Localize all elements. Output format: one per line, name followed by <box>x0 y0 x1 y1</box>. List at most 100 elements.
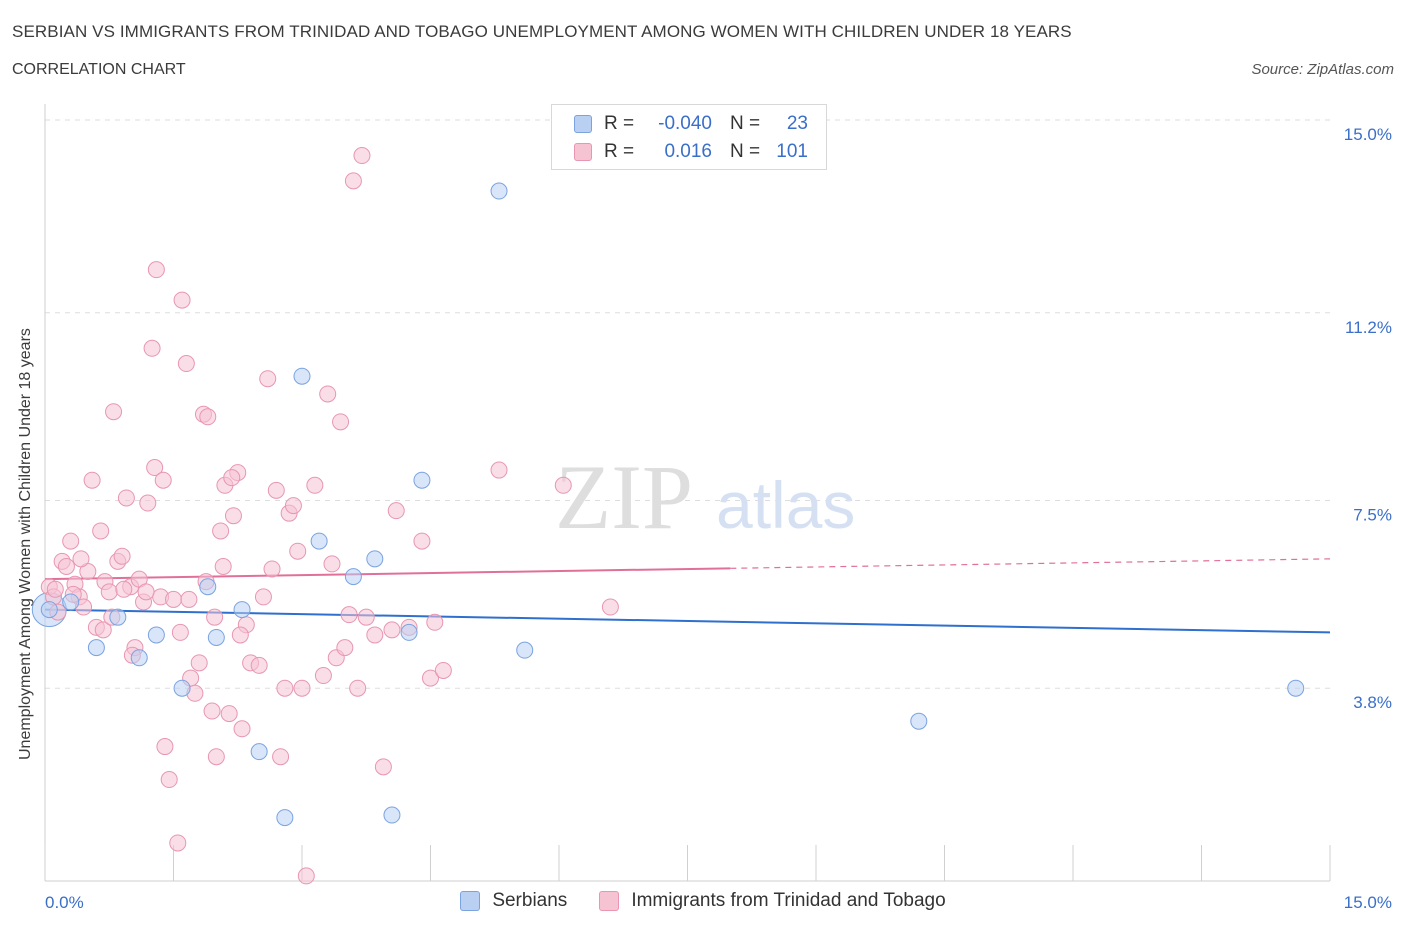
trinidad-point <box>203 702 221 720</box>
trinidad-point <box>223 469 241 487</box>
trinidad-point <box>224 507 242 525</box>
x-tick-label: 0.0% <box>45 893 84 912</box>
serbians-point <box>199 578 217 596</box>
serbians-point <box>310 532 328 550</box>
trinidad-point <box>46 580 64 598</box>
trinidad-point <box>323 555 341 573</box>
trinidad-point <box>57 557 75 575</box>
legend-row-trinidad: R = 0.016 N = 101 <box>574 139 808 165</box>
trinidad-point <box>190 654 208 672</box>
trinidad-point <box>231 626 249 644</box>
trinidad-point <box>357 608 375 626</box>
chart-title: SERBIAN VS IMMIGRANTS FROM TRINIDAD AND … <box>12 22 1072 41</box>
tick-labels: 3.8% 7.5% 11.2% 15.0% 0.0% 15.0% <box>45 125 1392 912</box>
trinidad-point <box>374 758 392 776</box>
trinidad-point <box>206 608 224 626</box>
trinidad-point <box>554 476 572 494</box>
trinidad-point <box>147 261 165 279</box>
trinidad-point <box>319 385 337 403</box>
serbians-point <box>910 712 928 730</box>
serbians-point <box>40 601 58 619</box>
trinidad-trend-line <box>44 567 731 581</box>
trinidad-point <box>387 502 405 520</box>
serbians-point <box>250 743 268 761</box>
data-points <box>31 147 1305 885</box>
trinidad-swatch-icon <box>574 143 592 161</box>
trinidad-point <box>173 291 191 309</box>
y-tick-label: 7.5% <box>1353 506 1392 525</box>
trinidad-point <box>177 355 195 373</box>
x-tick-label: 15.0% <box>1344 893 1392 912</box>
stats-legend: R = -0.040 N = 23 R = 0.016 N = 101 <box>551 104 827 170</box>
trinidad-point <box>171 623 189 641</box>
serbians-point <box>344 568 362 586</box>
serbians-point <box>233 601 251 619</box>
legend-row-serbians: R = -0.040 N = 23 <box>574 111 808 137</box>
y-tick-label: 3.8% <box>1353 693 1392 712</box>
serbians-r-value: -0.040 <box>658 113 712 134</box>
trinidad-point <box>349 679 367 697</box>
serbians-point <box>109 608 127 626</box>
n-label: N = <box>730 141 761 162</box>
trinidad-point <box>233 720 251 738</box>
serbians-point <box>400 623 418 641</box>
serbians-point <box>293 367 311 385</box>
serbians-swatch-icon <box>460 891 481 911</box>
chart-subtitle: CORRELATION CHART <box>12 61 186 78</box>
r-label: R = <box>604 113 635 134</box>
trinidad-point <box>207 748 225 766</box>
trinidad-point <box>413 532 431 550</box>
trinidad-point <box>297 867 315 885</box>
serbians-point <box>173 679 191 697</box>
trinidad-point <box>113 547 131 565</box>
trinidad-point <box>383 621 401 639</box>
trinidad-point <box>100 583 118 601</box>
legend-item-trinidad[interactable]: Immigrants from Trinidad and Tobago <box>599 890 946 912</box>
serbians-trend-line <box>44 608 1331 634</box>
legend-label-trinidad: Immigrants from Trinidad and Tobago <box>631 890 946 911</box>
trinidad-point <box>117 489 135 507</box>
serbians-point <box>516 641 534 659</box>
trinidad-point <box>105 403 123 421</box>
series-legend: Serbians Immigrants from Trinidad and To… <box>0 890 1406 912</box>
trinidad-point <box>180 590 198 608</box>
trinidad-point <box>276 679 294 697</box>
serbians-point <box>147 626 165 644</box>
r-label: R = <box>604 141 635 162</box>
trinidad-point <box>422 669 439 687</box>
serbians-point <box>87 639 105 657</box>
trinidad-point <box>426 613 444 631</box>
trinidad-point <box>154 471 172 489</box>
trinidad-point <box>137 583 155 601</box>
trinidad-point <box>115 580 133 598</box>
serbians-point <box>490 182 508 200</box>
legend-label-serbians: Serbians <box>492 890 568 911</box>
trinidad-point <box>289 542 307 560</box>
trinidad-point <box>92 522 110 540</box>
trinidad-point <box>139 494 157 512</box>
source-note: Source: ZipAtlas.com <box>1251 61 1394 78</box>
watermark: ZIP atlas <box>555 446 855 548</box>
trinidad-point <box>263 560 281 578</box>
legend-item-serbians[interactable]: Serbians <box>460 890 567 912</box>
serbians-n-value: 23 <box>786 113 808 134</box>
trinidad-point <box>146 459 164 477</box>
trinidad-point <box>156 738 174 756</box>
trinidad-point <box>160 771 178 789</box>
trinidad-point <box>165 590 182 608</box>
trinidad-point <box>83 471 101 489</box>
trinidad-point <box>344 172 362 190</box>
trinidad-point <box>332 413 350 431</box>
trinidad-point <box>199 408 217 426</box>
serbians-point <box>1287 679 1305 697</box>
trinidad-point <box>272 748 290 766</box>
serbians-point <box>207 628 225 646</box>
trinidad-point <box>94 621 112 639</box>
trinidad-point <box>336 639 354 657</box>
serbians-point <box>413 471 431 489</box>
trinidad-r-value: 0.016 <box>664 141 712 162</box>
trinidad-point <box>306 476 324 494</box>
trinidad-point <box>212 522 230 540</box>
trinidad-point <box>169 834 187 852</box>
